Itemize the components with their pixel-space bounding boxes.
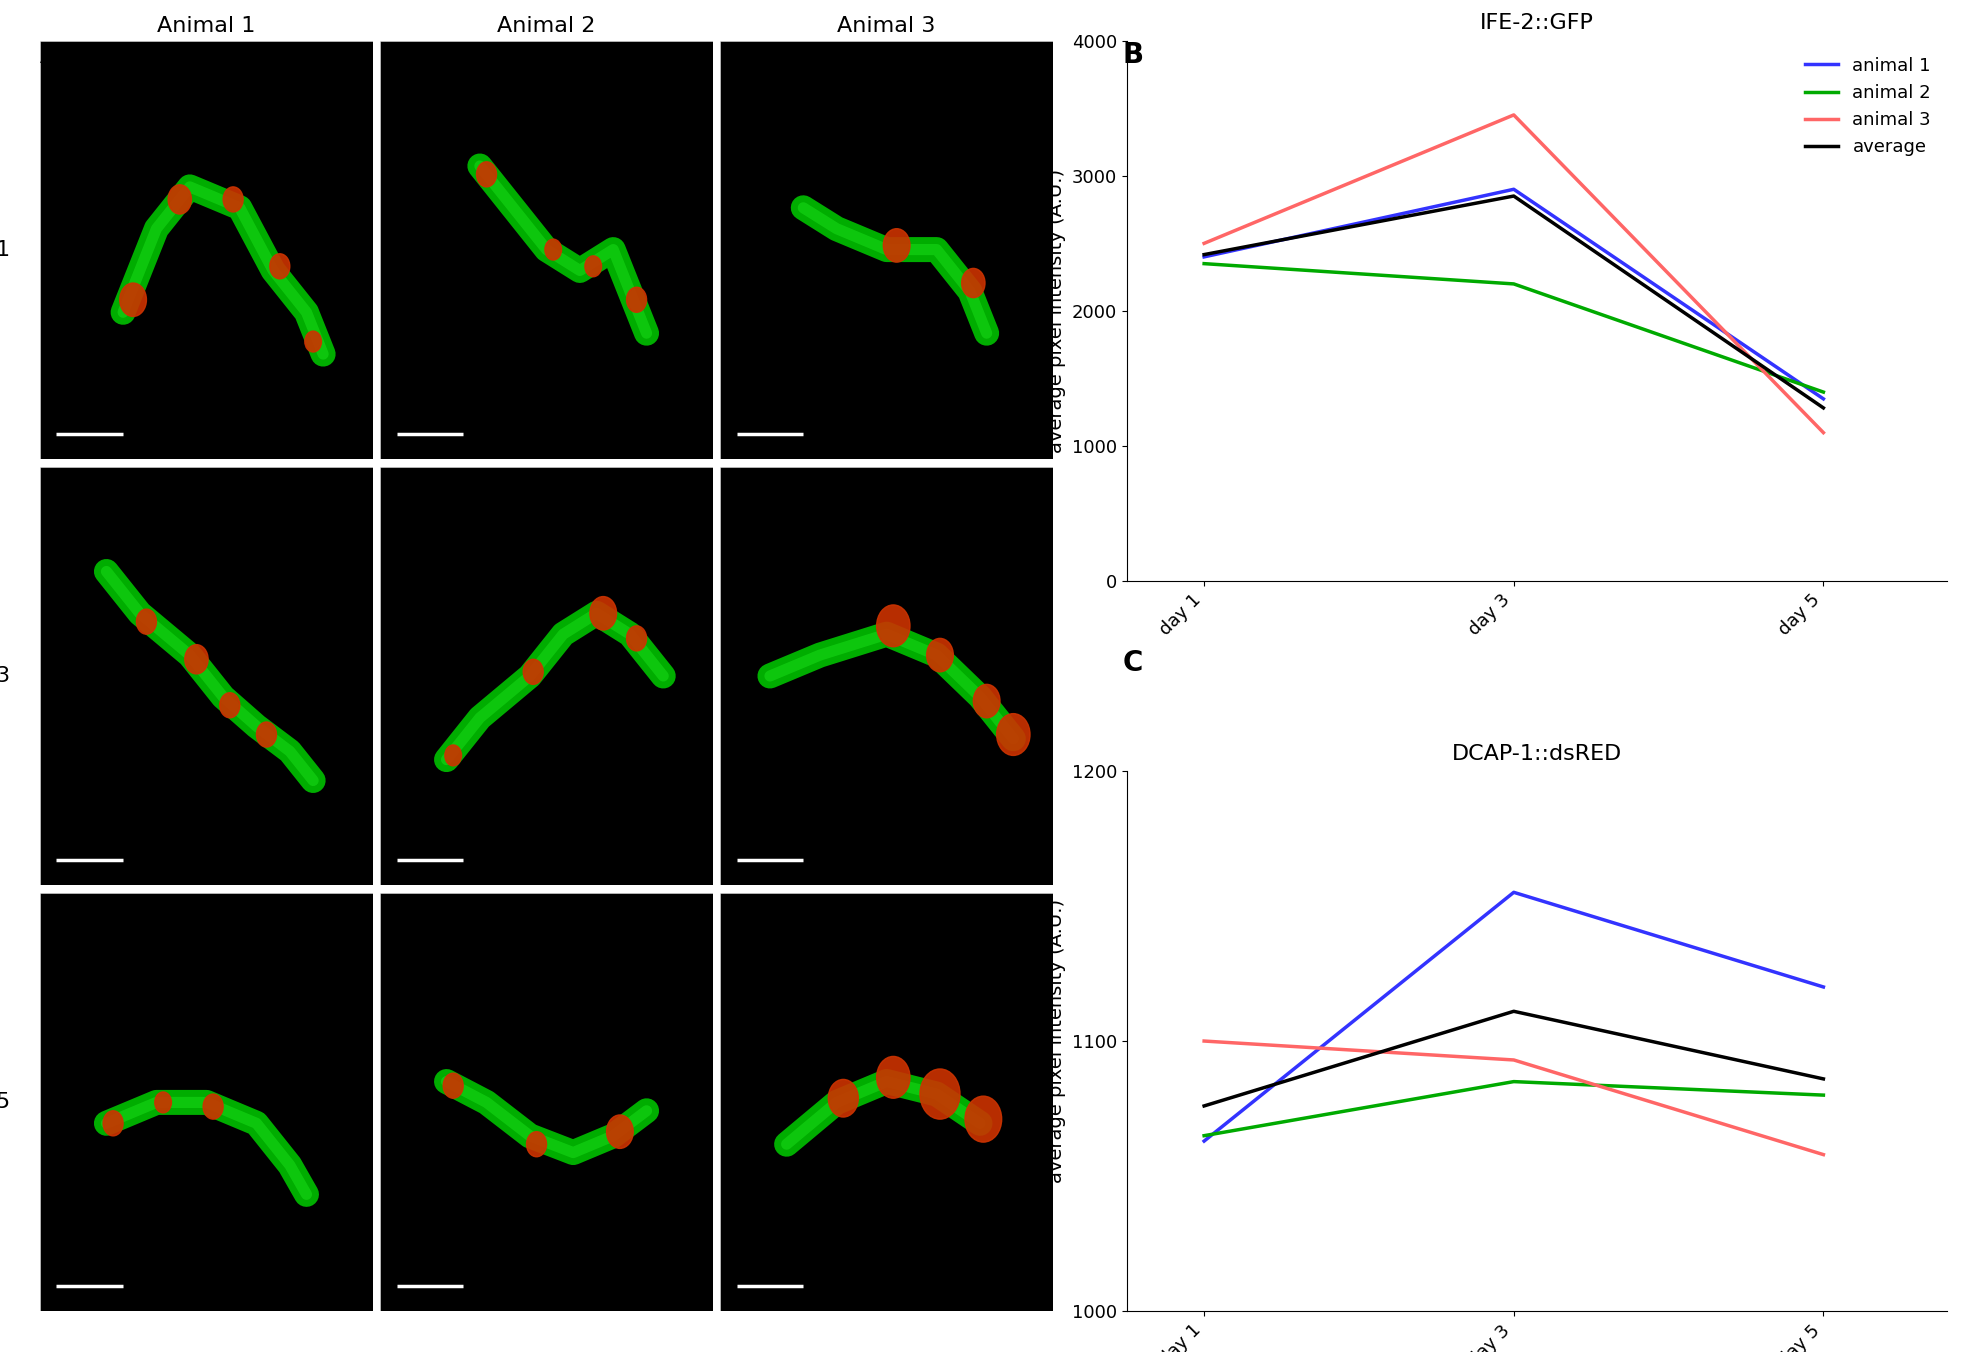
- Circle shape: [443, 1073, 463, 1098]
- Circle shape: [974, 684, 999, 718]
- Text: B: B: [1123, 41, 1145, 69]
- Circle shape: [304, 331, 322, 352]
- Circle shape: [626, 287, 646, 312]
- Circle shape: [584, 256, 602, 277]
- Y-axis label: average pixel intensity (A.U.): average pixel intensity (A.U.): [1047, 169, 1067, 453]
- Circle shape: [544, 239, 562, 260]
- Title: Animal 2: Animal 2: [497, 16, 596, 37]
- Y-axis label: Day 5: Day 5: [0, 1092, 10, 1113]
- Y-axis label: Day 1: Day 1: [0, 239, 10, 260]
- Y-axis label: Day 3: Day 3: [0, 667, 10, 685]
- Circle shape: [876, 1056, 910, 1098]
- Circle shape: [966, 1096, 1001, 1142]
- Text: C: C: [1123, 649, 1143, 677]
- Circle shape: [155, 1092, 171, 1113]
- Circle shape: [920, 1069, 960, 1119]
- Circle shape: [477, 162, 497, 187]
- Circle shape: [884, 228, 910, 262]
- Circle shape: [119, 283, 147, 316]
- Text: A: A: [40, 41, 62, 69]
- Circle shape: [876, 604, 910, 646]
- Circle shape: [962, 269, 986, 297]
- Circle shape: [185, 645, 209, 673]
- Circle shape: [590, 596, 616, 630]
- Circle shape: [926, 638, 954, 672]
- Circle shape: [169, 185, 191, 214]
- Circle shape: [103, 1111, 123, 1136]
- Circle shape: [270, 254, 290, 279]
- Circle shape: [445, 745, 461, 765]
- Title: Animal 3: Animal 3: [837, 16, 936, 37]
- Circle shape: [606, 1115, 634, 1148]
- Legend: animal 1, animal 2, animal 3, average: animal 1, animal 2, animal 3, average: [1798, 50, 1937, 164]
- Circle shape: [523, 660, 542, 684]
- Title: IFE-2::GFP: IFE-2::GFP: [1480, 14, 1594, 34]
- Circle shape: [527, 1132, 546, 1157]
- Circle shape: [997, 714, 1029, 756]
- Circle shape: [829, 1079, 858, 1117]
- Circle shape: [223, 187, 242, 212]
- Circle shape: [203, 1094, 223, 1119]
- Circle shape: [221, 692, 240, 718]
- Circle shape: [256, 722, 276, 748]
- Title: Animal 1: Animal 1: [157, 16, 256, 37]
- Circle shape: [137, 610, 157, 634]
- Title: DCAP-1::dsRED: DCAP-1::dsRED: [1452, 744, 1621, 764]
- Circle shape: [626, 626, 646, 650]
- Y-axis label: average pixel intensity (A.U.): average pixel intensity (A.U.): [1047, 899, 1067, 1183]
